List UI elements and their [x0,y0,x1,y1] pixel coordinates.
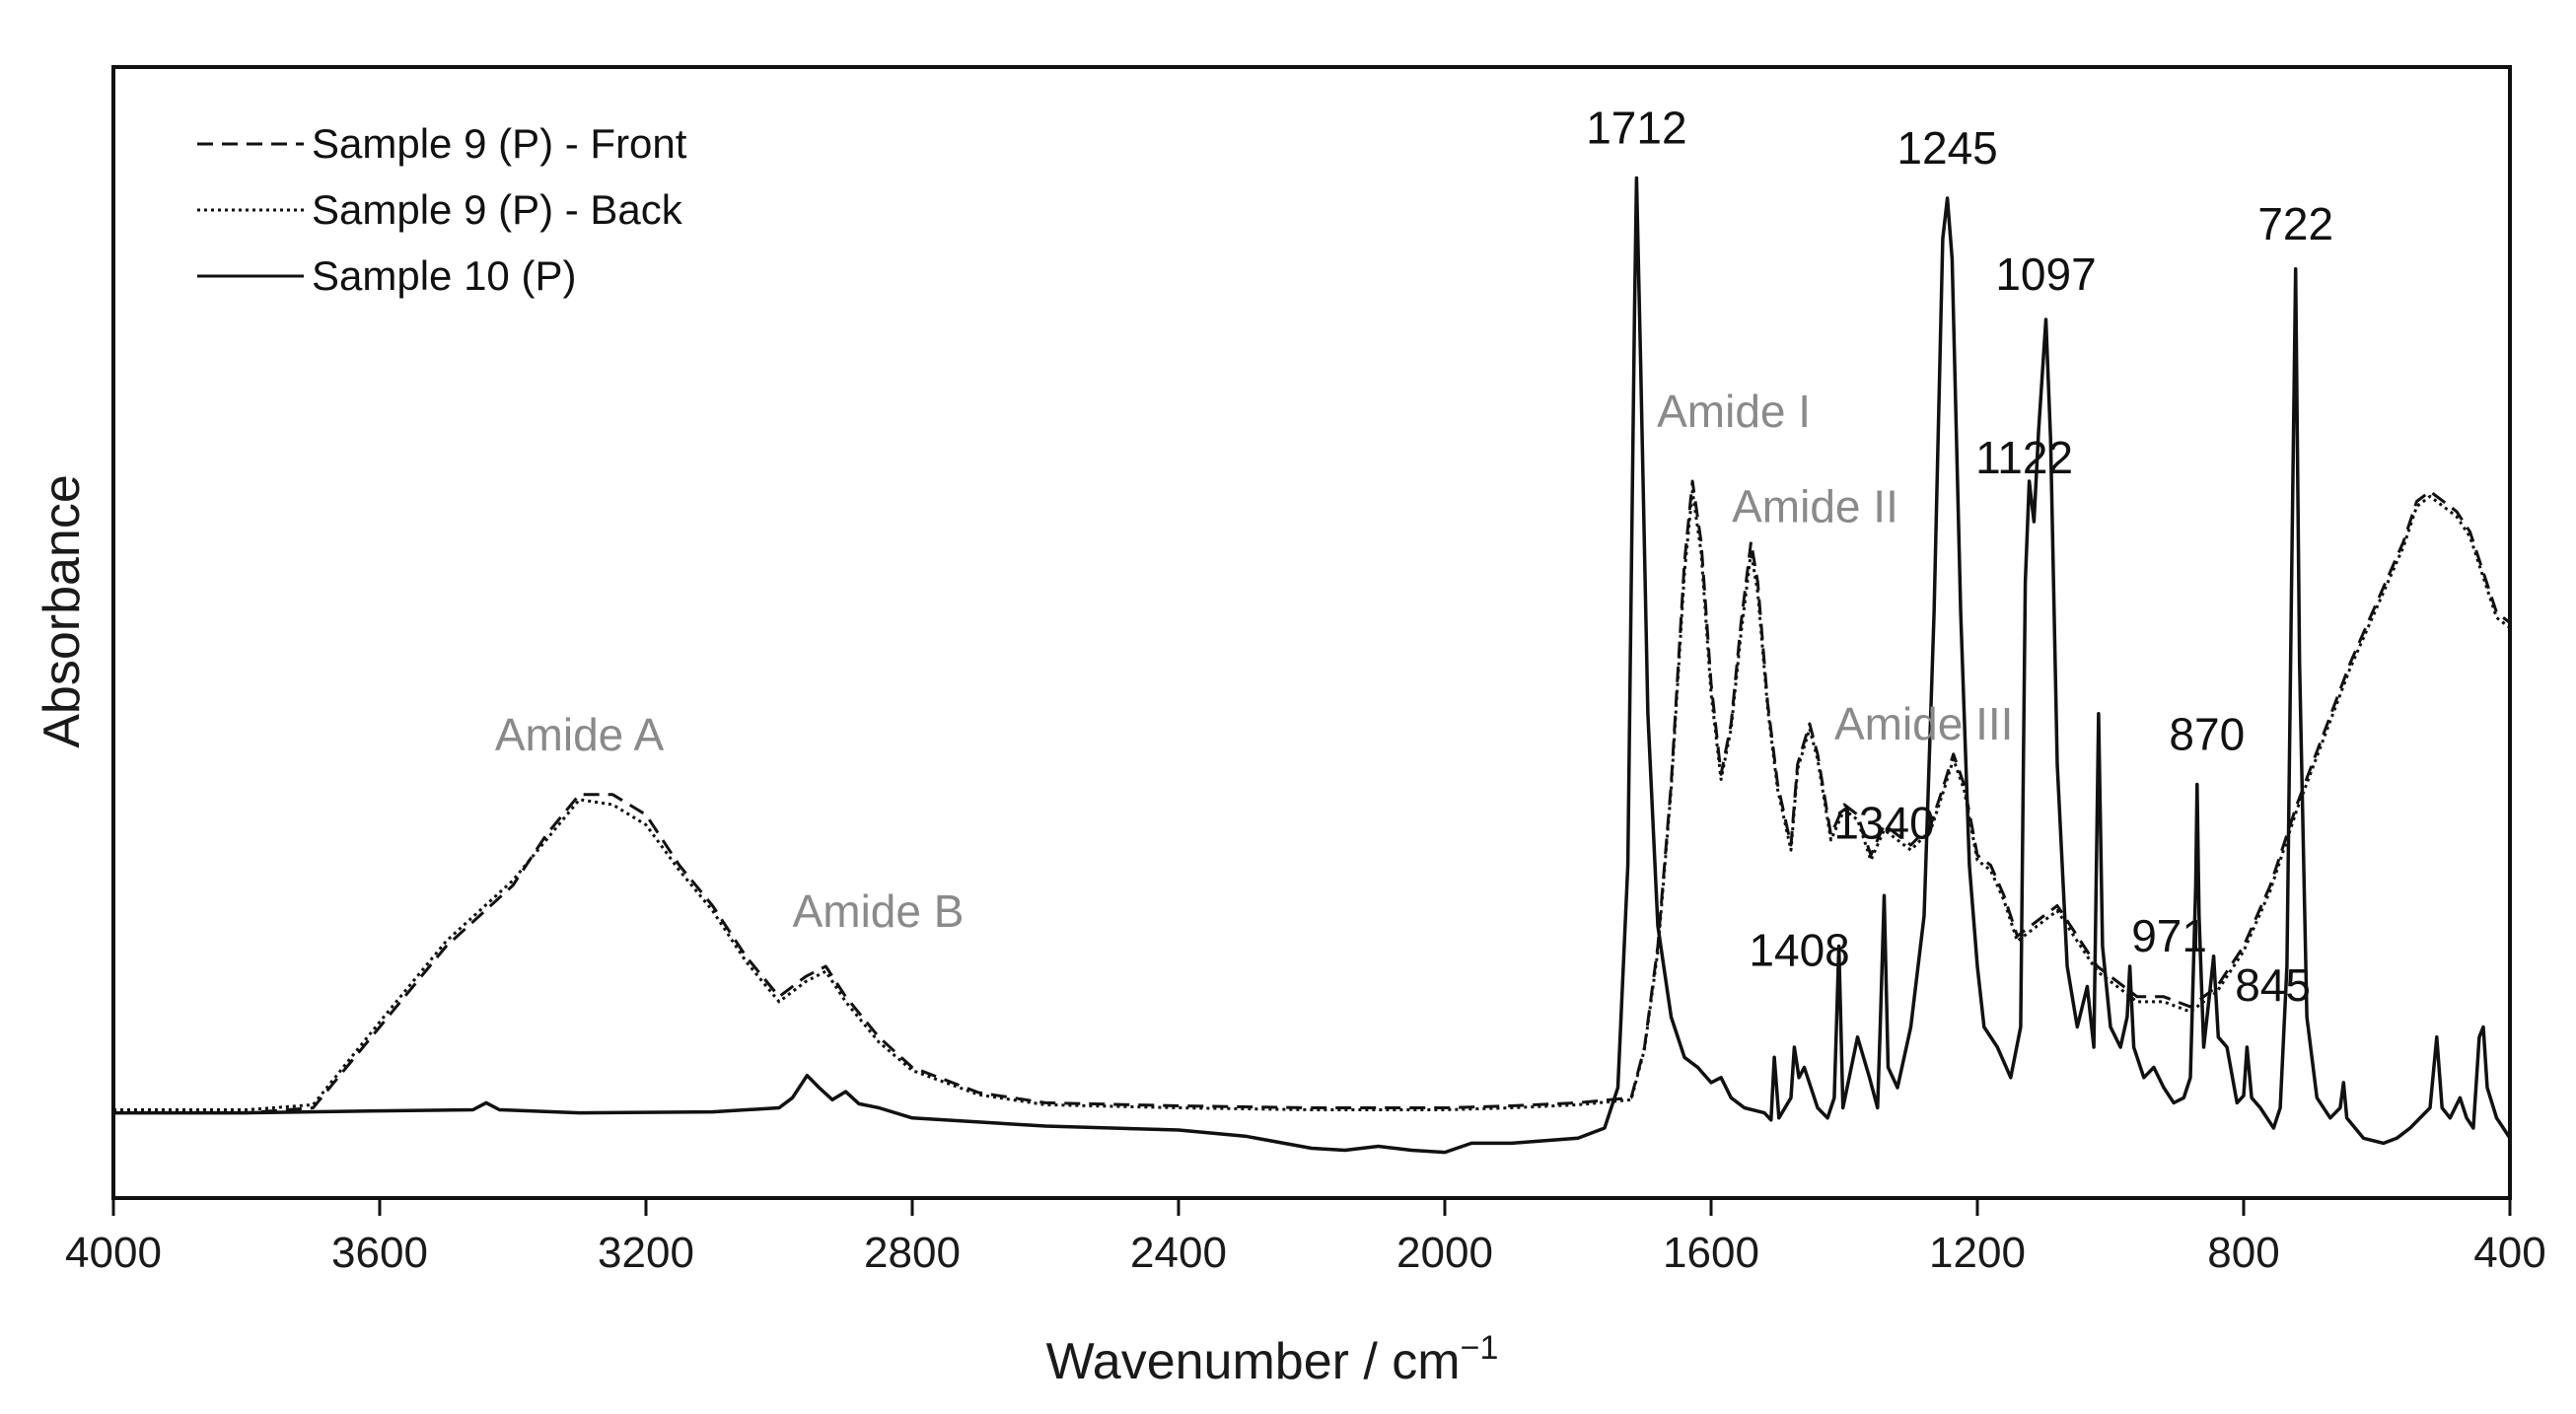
x-tick-label: 1600 [1663,1229,1759,1277]
annotation-870: 870 [2169,709,2245,760]
annotation-amide-a: Amide A [495,709,665,760]
legend-label: Sample 9 (P) - Front [312,120,687,167]
x-axis-title: Wavenumber / cm−1 [1046,1329,1499,1390]
annotation-amide-b: Amide B [793,885,965,937]
series-layer [113,176,2512,1155]
x-tick-label: 3600 [331,1229,428,1277]
legend: Sample 9 (P) - Front Sample 9 (P) - Back S… [197,120,687,299]
annotation-1408: 1408 [1749,925,1849,976]
annotation-1122: 1122 [1975,432,2073,483]
annotation-971: 971 [2131,910,2207,961]
series-line-1 [113,479,2511,1115]
x-axis-title-superscript: −1 [1461,1329,1499,1367]
annotation-1097: 1097 [1995,248,2096,300]
x-tick-label: 400 [2473,1229,2545,1277]
legend-label: Sample 9 (P) - Back [312,186,683,233]
tick-layer: 4000 3600 3200 2800 2400 2000 1600 1200 800 400 [65,1198,2546,1277]
series-line-2 [113,489,2511,1111]
plot-frame [111,65,2512,1200]
x-tick-label: 2800 [864,1229,961,1277]
series-line-3 [113,176,2512,1155]
annotation-845: 845 [2235,959,2311,1011]
y-axis-title: Absorbance [34,474,91,748]
annotation-1340: 1340 [1833,797,1934,848]
annotation-amide-ii: Amide II [1732,481,1898,532]
x-tick-label: 2000 [1396,1229,1493,1277]
annotation-722: 722 [2257,198,2333,249]
annotation-1245: 1245 [1896,122,1997,174]
x-tick-label: 3200 [598,1229,694,1277]
x-tick-label: 1200 [1929,1229,2026,1277]
annotation-layer: 1712 1245 1097 722 1122 870 1340 1408 971 845 Amid… [495,103,2333,1011]
annotation-1712: 1712 [1586,103,1686,154]
x-tick-label: 4000 [65,1229,162,1277]
legend-label: Sample 10 (P) [312,252,576,299]
annotation-amide-i: Amide I [1657,386,1811,437]
x-tick-label: 2400 [1130,1229,1227,1277]
annotation-amide-iii: Amide III [1834,698,2014,749]
x-tick-label: 800 [2207,1229,2279,1277]
